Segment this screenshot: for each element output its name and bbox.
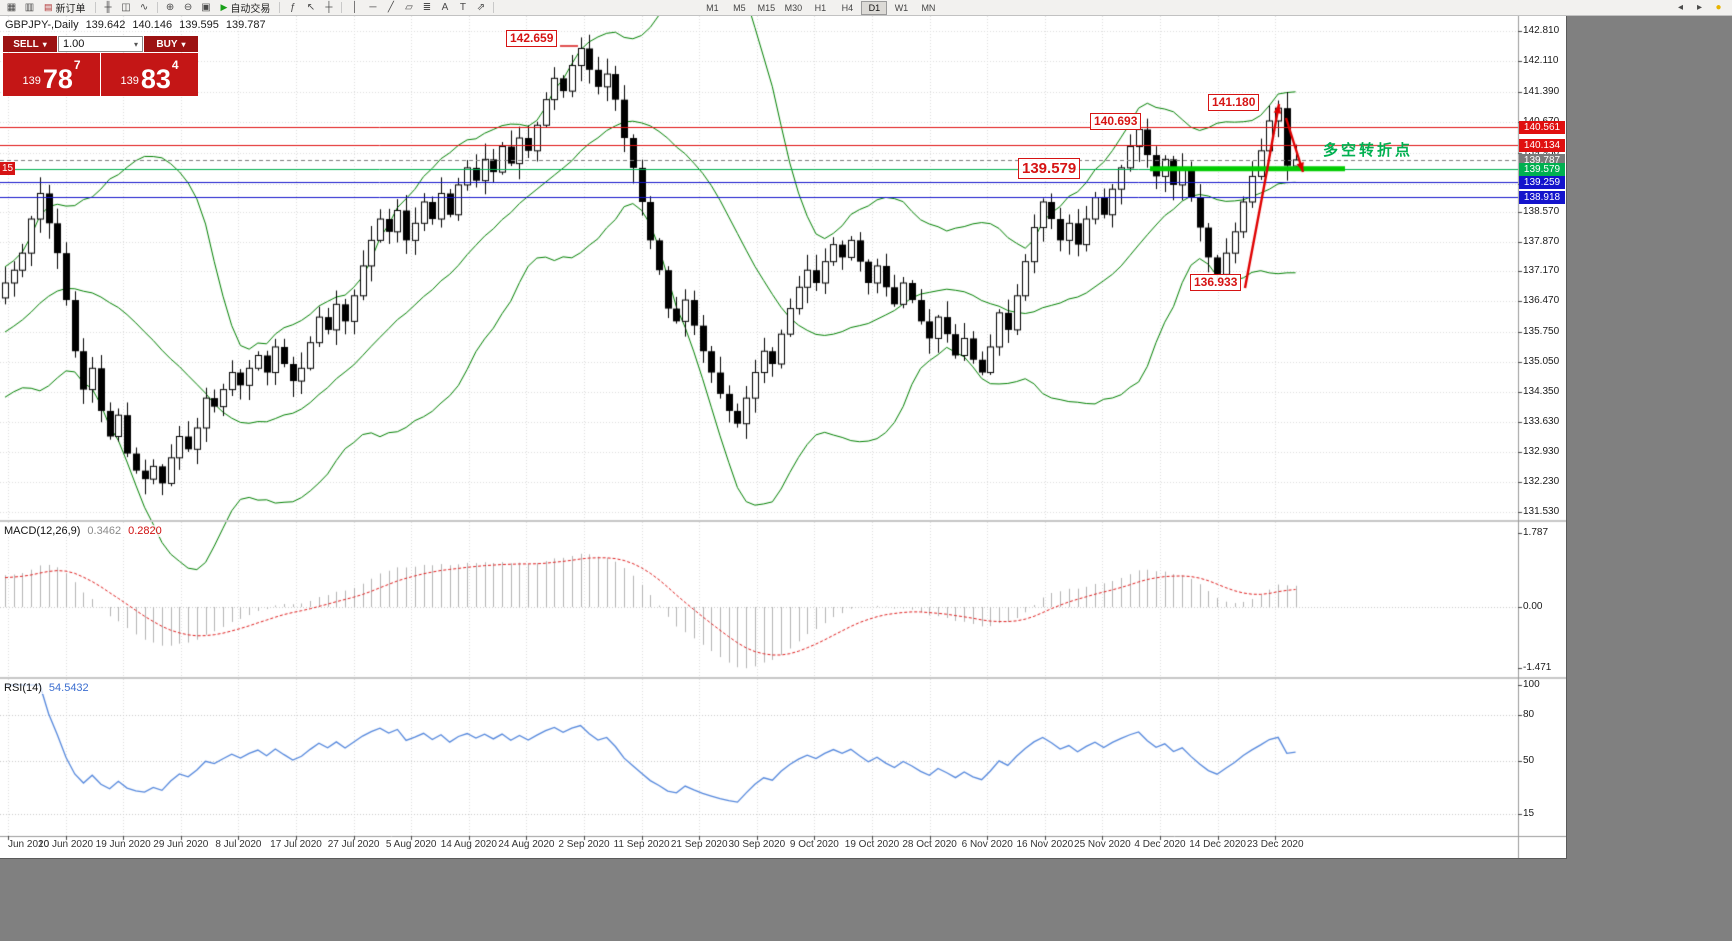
chart-window: 142.810 142.110 141.390 140.670 139.950 139.2… [0, 16, 1567, 859]
chevron-down-icon: ▾ [42, 39, 47, 49]
text-label-icon[interactable]: T [459, 2, 466, 13]
timeframe-D1-button[interactable]: D1 [861, 0, 888, 15]
timeframe-M15-button[interactable]: M15 [757, 2, 776, 13]
new-order-button-icon: ▤ [44, 2, 53, 12]
toolbar-right-group: ◂ ▸ ● [1672, 1, 1729, 14]
workspace-background [1567, 16, 1732, 941]
toolbar-separator [156, 2, 158, 13]
timeframe-M30-button[interactable]: M30 [784, 2, 803, 13]
buy-price-button[interactable]: 139 83 4 [101, 53, 198, 96]
sell-price-sup: 7 [73, 58, 81, 72]
buy-price-big: 83 [140, 64, 171, 95]
rsi-value: 54.5432 [48, 682, 89, 694]
toolbar-separator [493, 2, 495, 13]
macd-label: MACD(12,26,9) 0.3462 0.2820 [4, 525, 162, 537]
buy-button[interactable]: BUY ▾ [144, 36, 198, 52]
bar-chart-icon[interactable]: ╫ [104, 2, 112, 13]
zoom-in-icon[interactable]: ⊕ [165, 2, 175, 13]
sell-price-prefix: 139 [22, 75, 41, 87]
rsi-label: RSI(14) 54.5432 [4, 682, 89, 694]
ohlc-open: 139.642 [85, 19, 126, 31]
chart-ohlc-header: GBPJPY-,Daily 139.642 140.146 139.595 13… [5, 19, 266, 31]
arrows-icon[interactable]: ⇗ [476, 2, 486, 13]
volume-value: 1.00 [63, 38, 85, 50]
toolbar-separator [279, 2, 281, 13]
candlestick-chart-icon[interactable]: ◫ [121, 2, 131, 13]
workspace-background [0, 859, 1567, 941]
scroll-right-icon[interactable]: ▸ [1696, 2, 1703, 13]
symbol-period-label: GBPJPY-,Daily [5, 19, 79, 31]
volume-input[interactable]: 1.00 ▾ [58, 36, 143, 52]
rsi-name: RSI(14) [4, 682, 42, 694]
new-order-button-label: 新订单 [55, 4, 86, 15]
macd-signal-value: 0.2820 [128, 525, 162, 537]
auto-trading-button[interactable]: ▶ 自动交易 [216, 1, 276, 15]
ohlc-close: 139.787 [225, 19, 266, 31]
new-order-button[interactable]: ▤ 新订单 [39, 1, 91, 15]
indicators-icon[interactable]: ƒ [290, 2, 296, 13]
line-chart-icon[interactable]: ∿ [139, 2, 149, 13]
auto-trading-button-icon: ▶ [220, 2, 228, 12]
equidistant-channel-icon[interactable]: ▱ [405, 2, 413, 13]
one-click-trade-panel: SELL ▾ 1.00 ▾ BUY ▾ 139 78 7 [3, 36, 198, 96]
tile-windows-icon[interactable]: ▣ [201, 2, 211, 13]
ohlc-low: 139.595 [179, 19, 219, 31]
auto-trading-button-label: 自动交易 [230, 4, 271, 15]
buy-price-sup: 4 [171, 58, 179, 72]
macd-main-value: 0.3462 [87, 525, 122, 537]
timeframe-H4-button[interactable]: H4 [841, 2, 854, 13]
timeframe-H1-button[interactable]: H1 [814, 2, 827, 13]
chart-profiles-icon[interactable]: ▥ [24, 2, 35, 13]
cursor-icon[interactable]: ↖ [306, 2, 316, 13]
fibonacci-icon[interactable]: ≣ [422, 2, 432, 13]
chevron-down-icon: ▾ [133, 39, 138, 49]
pivot-annotation[interactable]: 多空转折点 [1323, 142, 1414, 159]
buy-price-prefix: 139 [120, 75, 139, 87]
chevron-down-icon: ▾ [181, 39, 186, 49]
text-icon[interactable]: A [441, 2, 449, 13]
sell-price-big: 78 [42, 64, 73, 95]
toolbar-separator [341, 2, 343, 13]
new-chart-icon[interactable]: ▦ [6, 2, 17, 13]
chart-canvas[interactable] [0, 16, 1566, 858]
timeframe-M5-button[interactable]: M5 [733, 2, 746, 13]
horizontal-line-icon[interactable]: ─ [369, 2, 377, 13]
crosshair-icon[interactable]: ┼ [325, 2, 333, 13]
zoom-out-icon[interactable]: ⊖ [183, 2, 193, 13]
scroll-left-icon[interactable]: ◂ [1677, 2, 1684, 13]
buy-button-label: BUY [156, 38, 178, 50]
vertical-line-icon[interactable]: │ [351, 2, 359, 13]
sell-price-button[interactable]: 139 78 7 [3, 53, 100, 96]
ohlc-high: 140.146 [132, 19, 173, 31]
toolbar: ▦ ▥ ▤ 新订单 ╫ ◫ ∿ ⊕ ⊖ ▣ ▶ 自动交易 ƒ ↖ ┼ │ ─ ╱ ▱ ≣ A T ⇗ M1 M5 M15 M30 H1… [0, 0, 1732, 16]
community-icon[interactable]: ● [1715, 2, 1722, 13]
toolbar-separator [94, 2, 96, 13]
timeframe-M1-button[interactable]: M1 [706, 2, 719, 13]
sell-button-label: SELL [13, 38, 39, 50]
timeframe-W1-button[interactable]: W1 [894, 2, 909, 13]
macd-name: MACD(12,26,9) [4, 525, 81, 537]
sell-button[interactable]: SELL ▾ [3, 36, 57, 52]
timeframe-MN-button[interactable]: MN [921, 2, 936, 13]
trendline-icon[interactable]: ╱ [387, 2, 394, 13]
